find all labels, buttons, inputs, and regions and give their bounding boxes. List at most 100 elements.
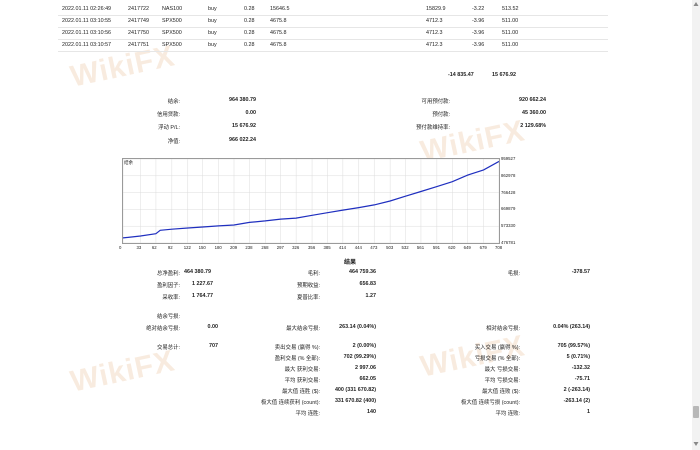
x-tick-label: 591 [432,245,441,250]
expected-payoff-label: 预期收益: [296,283,320,289]
total-trades-value: 707 [209,343,218,349]
scroll-down-icon[interactable] [693,441,699,447]
largest-profit-label: 最大 获利交易: [284,367,320,373]
trade-type: buy [208,42,217,48]
balance-label: 结余: [167,99,180,105]
trade-time: 2022.01.11 03:10:55 [62,18,112,24]
x-tick-label: 356 [308,245,316,250]
max-consec-losses-label: 最大值 连败 ($): [481,389,520,395]
total-trades-label: 交易总计: [156,345,180,351]
y-tick-label: 476781 [501,240,516,245]
abs-drawdown-label: 绝对结余亏损: [146,326,180,332]
scroll-up-icon[interactable] [693,1,699,7]
total-profit: 15 676.92 [492,72,516,78]
net-profit-label: 总净盈利: [156,271,180,277]
credit-value: 0.00 [245,110,257,116]
trade-profit: 513.52 [502,6,519,12]
expected-payoff-value: 656.83 [359,281,377,287]
total-commission: -14 835.47 [448,72,474,78]
trade-type: buy [208,6,217,12]
margin-level-label: 预付款维持率: [416,125,450,131]
sharpe-value: 1.27 [365,293,377,299]
trade-open: 15646.5 [270,6,290,12]
chart-legend: 结余 [124,160,133,165]
trade-type: buy [208,18,217,24]
trade-close: 4712.3 [426,42,443,48]
long-trades-label: 买入交易 (赢得 %): [474,345,520,351]
free-margin-label: 可用预付款: [421,99,450,105]
gross-loss-label: 毛损: [507,271,520,277]
avg-profit-label: 平均 获利交易: [284,378,320,384]
table-row: 2022.01.11 03:10:57 2417751 SPX500 buy 0… [58,40,608,52]
trade-time: 2022.01.11 03:10:56 [62,30,112,36]
trade-commission: -3.96 [472,30,485,36]
rel-drawdown-label: 相对结余亏损: [486,326,520,332]
net-profit-value: 464 380.79 [184,269,211,275]
balance-chart [122,158,500,244]
margin-value: 45 360.00 [522,110,546,116]
x-tick-label: 297 [276,245,284,250]
trade-commission: -3.96 [472,42,485,48]
long-trades-value: 705 (99.57%) [557,343,590,349]
largest-loss-label: 最大 亏损交易: [484,367,520,373]
trade-profit: 511.00 [502,42,519,48]
x-tick-label: 561 [416,245,425,250]
drawdown-label: 结余亏损: [156,314,180,320]
trade-close: 4712.3 [426,30,443,36]
x-tick-label: 180 [214,245,222,250]
trade-open: 4675.8 [270,42,287,48]
credit-label: 信用贷款: [156,112,180,118]
y-tick-label: 862978 [501,172,516,178]
gross-profit-label: 毛利: [307,271,320,277]
x-tick-label: 649 [463,245,471,250]
y-tick-label: 766428 [501,189,516,195]
x-tick-label: 444 [354,245,362,250]
max-drawdown-value: 263.14 (0.04%) [339,324,376,330]
largest-loss-value: -132.32 [571,365,590,371]
profit-factor-value: 1 227.67 [192,281,213,287]
x-tick-label: 532 [401,245,409,250]
x-tick-label: 33 [136,245,142,250]
trade-id: 2417751 [128,42,149,48]
max-consec-profit-value: 331 670.82 (400) [334,398,376,404]
table-row: 2022.01.11 03:10:55 2417749 SPX500 buy 0… [58,16,608,28]
trade-id: 2417722 [128,6,149,12]
avg-consec-wins-label: 平均 连胜: [295,411,320,417]
trade-time: 2022.01.11 03:10:57 [62,42,112,48]
profit-trades-label: 盈利交易 (% 全部): [274,356,320,362]
trade-volume: 0.28 [244,30,255,36]
gross-loss-value: -378.57 [571,269,590,275]
gross-profit-value: 464 759.36 [349,269,376,275]
x-tick-label: 62 [151,245,157,250]
x-tick-label: 679 [479,245,487,250]
margin-label: 预付款: [432,112,450,118]
recovery-factor-value: 1 764.77 [192,293,213,299]
table-row: 2022.01.11 02:26:49 2417722 NAS100 buy 0… [58,4,608,16]
results-title: 结果 [344,260,357,266]
avg-loss-label: 平均 亏损交易: [484,378,520,384]
max-consec-profit-label: 极大值 连续获利 (count): [260,400,320,406]
table-row: 2022.01.11 03:10:56 2417750 SPX500 buy 0… [58,28,608,40]
vertical-scrollbar[interactable] [692,0,700,450]
x-tick-label: 209 [229,245,238,250]
trade-close: 15829.9 [426,6,446,12]
y-tick-label: 573330 [501,223,516,229]
loss-trades-label: 亏损交易 (% 全部): [474,356,520,362]
x-tick-label: 0 [119,245,122,250]
trade-open: 4675.8 [270,18,287,24]
trade-commission: -3.96 [472,18,485,24]
x-tick-label: 122 [183,245,191,250]
trade-id: 2417749 [128,18,149,24]
balance-series-line [123,160,499,239]
trade-volume: 0.28 [244,6,255,12]
trade-symbol: SPX500 [162,42,182,48]
scroll-thumb[interactable] [693,406,699,418]
x-tick-label: 473 [370,245,378,250]
trade-time: 2022.01.11 02:26:49 [62,6,112,12]
rel-drawdown-value: 0.04% (263.14) [553,324,590,330]
x-tick-label: 620 [448,245,456,250]
trade-volume: 0.28 [244,18,255,24]
trade-symbol: SPX500 [162,30,182,36]
free-margin-value: 920 662.24 [519,97,546,103]
abs-drawdown-value: 0.00 [207,324,219,330]
